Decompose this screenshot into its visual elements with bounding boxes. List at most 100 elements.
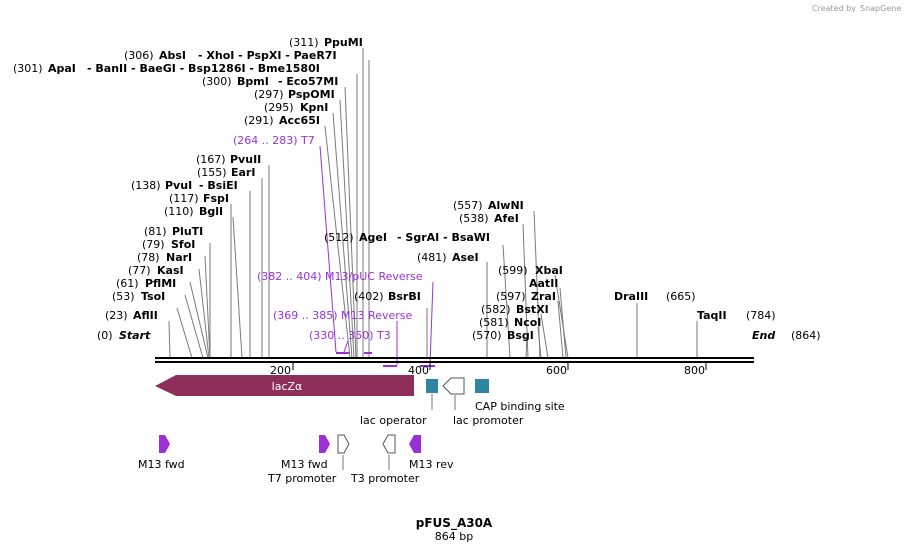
site-position: (79) — [142, 238, 165, 251]
site-name: PvuI — [165, 179, 192, 192]
site-name: TsoI — [141, 290, 165, 303]
site-name: BsrBI — [388, 290, 421, 303]
site-position: (784) — [746, 309, 776, 322]
end-position: (864) — [791, 329, 821, 342]
site-position: (581) — [479, 316, 509, 329]
site-position: (23) — [105, 309, 128, 322]
site-extra-names: - SgrAI - BsaWI — [397, 231, 490, 244]
site-position: (77) — [128, 264, 151, 277]
site-name: Acc65I — [279, 114, 320, 127]
lac-promoter-arrow — [442, 377, 465, 395]
site-name: EarI — [231, 166, 255, 179]
site-extra-names: - BanII - BaeGI - Bsp1286I - Bme1580I — [87, 62, 320, 75]
site-position: (61) — [116, 277, 139, 290]
site-position: (295) — [264, 101, 294, 114]
site-name: TaqII — [697, 309, 727, 322]
tick-400: 400 — [408, 364, 429, 377]
primer-label-t3: (330 .. 350) T3 — [309, 329, 391, 342]
t3-promoter-label: T3 promoter — [350, 472, 420, 485]
site-position: (599) — [498, 264, 528, 277]
site-extra-names: - XhoI - PspXI - PaeR7I — [198, 49, 337, 62]
site-name: AatII — [529, 277, 558, 290]
site-name: BsgI — [507, 329, 534, 342]
tick-800: 800 — [684, 364, 705, 377]
site-name: DraIII — [614, 290, 648, 303]
m13-fwd-arrow — [159, 435, 170, 453]
site-name: PflMI — [145, 277, 176, 290]
site-position: (665) — [666, 290, 696, 303]
lac-promoter-label: lac promoter — [453, 414, 524, 427]
site-position: (297) — [254, 88, 284, 101]
site-extra-names: - Eco57MI — [278, 75, 338, 88]
site-name: AfeI — [494, 212, 519, 225]
cap-binding-site-box — [475, 379, 489, 393]
site-position: (117) — [169, 192, 199, 205]
credit-prefix: Created by — [812, 4, 856, 13]
site-name: AlwNI — [488, 199, 524, 212]
site-name: PspOMI — [288, 88, 335, 101]
tick-600: 600 — [546, 364, 567, 377]
site-position: (78) — [137, 251, 160, 264]
start-position: (0) — [97, 329, 113, 342]
primer-binding-marks — [336, 352, 435, 367]
site-position: (53) — [112, 290, 135, 303]
site-name: KasI — [157, 264, 184, 277]
site-position: (291) — [244, 114, 274, 127]
site-name: PluTI — [172, 225, 203, 238]
t7-promoter-arrow — [337, 434, 350, 454]
site-name: AgeI — [359, 231, 387, 244]
primer-leader-lines — [319, 145, 434, 366]
t3-promoter-arrow — [382, 434, 396, 454]
site-position: (597) — [496, 290, 526, 303]
site-position: (306) — [124, 49, 154, 62]
map-length: 864 bp — [435, 530, 473, 543]
lac-operator-label: lac operator — [360, 414, 427, 427]
site-position: (81) — [144, 225, 167, 238]
site-position: (167) — [196, 153, 226, 166]
site-name: SfoI — [171, 238, 195, 251]
site-name: AbsI — [159, 49, 186, 62]
site-name: KpnI — [300, 101, 328, 114]
t7-promoter-label: T7 promoter — [267, 472, 337, 485]
snapgene-credit: SnapGene — [860, 4, 901, 13]
site-name: AflII — [133, 309, 158, 322]
site-position: (538) — [459, 212, 489, 225]
site-name: ZraI — [531, 290, 556, 303]
start-label: Start — [119, 329, 151, 342]
tick-200: 200 — [270, 364, 291, 377]
site-position: (138) — [131, 179, 161, 192]
site-name: ApaI — [48, 62, 76, 75]
m13-fwd-label-2: M13 fwd — [281, 458, 328, 471]
map-title: pFUS_A30A — [416, 516, 493, 531]
primer-label-m13-puc-reverse: (382 .. 404) M13/pUC Reverse — [257, 270, 423, 283]
site-name: BglI — [199, 205, 223, 218]
site-name: PvuII — [230, 153, 261, 166]
site-position: (582) — [481, 303, 511, 316]
m13-fwd-arrow-2 — [319, 435, 330, 453]
site-name: NarI — [166, 251, 192, 264]
site-position: (301) — [13, 62, 43, 75]
site-name: AseI — [452, 251, 479, 264]
restriction-sites: (23) AflII (53) TsoI (61) PflMI (77) Kas… — [13, 36, 776, 342]
site-name: PpuMI — [324, 36, 363, 49]
m13-rev-arrow — [409, 435, 421, 453]
lacz-alpha-arrow — [155, 375, 414, 396]
site-position: (311) — [289, 36, 319, 49]
site-position: (512) — [324, 231, 354, 244]
site-name: XbaI — [535, 264, 563, 277]
primer-label-m13-reverse: (369 .. 385) M13 Reverse — [273, 309, 412, 322]
site-extra-names: - BsiEI — [199, 179, 238, 192]
end-label: End — [752, 329, 775, 342]
lacz-alpha-label: lacZα — [272, 380, 303, 393]
site-position: (300) — [202, 75, 232, 88]
site-name: BpmI — [237, 75, 269, 88]
site-position: (402) — [354, 290, 384, 303]
site-name: FspI — [203, 192, 229, 205]
axis-ticks — [292, 363, 707, 370]
site-position: (557) — [453, 199, 483, 212]
site-leader-lines — [168, 48, 698, 359]
site-name: BstXI — [516, 303, 549, 316]
m13-fwd-label: M13 fwd — [138, 458, 185, 471]
site-position: (155) — [197, 166, 227, 179]
